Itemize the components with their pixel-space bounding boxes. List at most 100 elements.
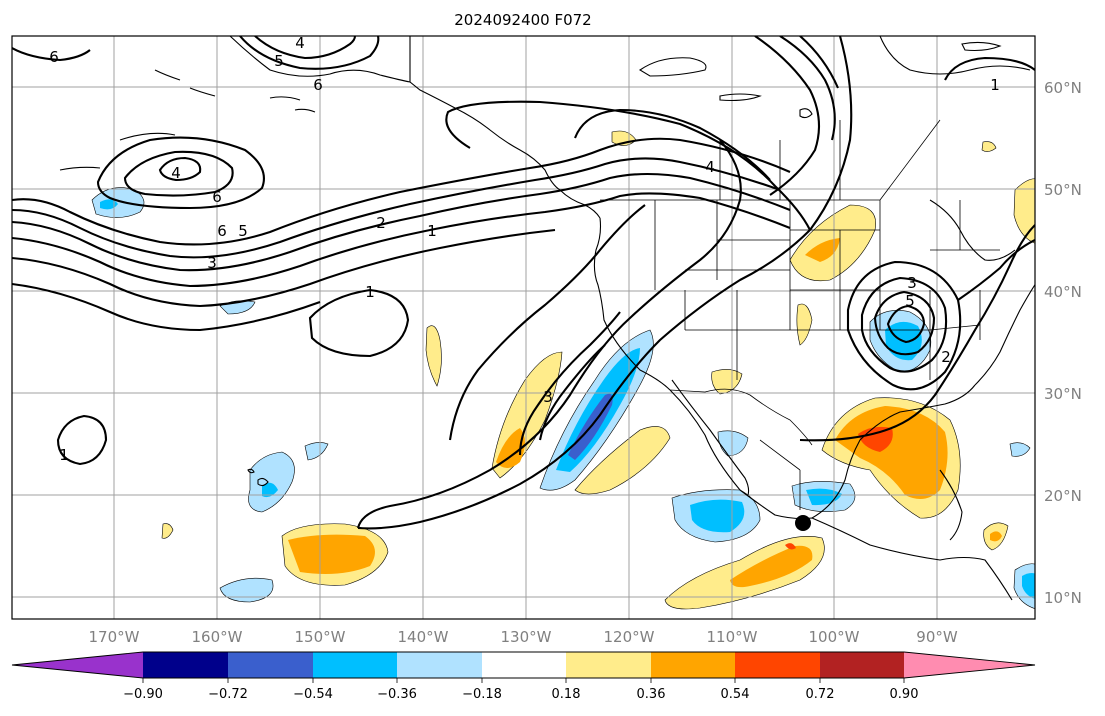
contour-trough-west xyxy=(356,139,742,529)
contour-ridge-bc xyxy=(445,100,811,231)
shade-yellow-small xyxy=(161,523,174,539)
map-background xyxy=(12,36,1035,619)
contour-label: 1 xyxy=(427,222,437,240)
shade-red-south-mexico xyxy=(785,543,796,550)
lat-label: 30°N xyxy=(1044,385,1082,403)
shade-lightblue-south xyxy=(219,577,274,603)
contour-cutoff-arc-3 xyxy=(538,344,606,441)
colorbar-bin xyxy=(143,652,228,678)
latitude-labels: 60°N 50°N 40°N 30°N 20°N 10°N xyxy=(1044,79,1082,607)
lat-label: 40°N xyxy=(1044,283,1082,301)
colorbar-under-triangle xyxy=(12,652,143,678)
canada-province-lines xyxy=(719,119,941,201)
shade-yellow-texas xyxy=(711,369,743,395)
aleutian-islands xyxy=(269,96,316,113)
lat-label: 60°N xyxy=(1044,79,1082,97)
contour-label: 1 xyxy=(365,283,375,301)
location-dot-marker xyxy=(795,515,811,531)
contour-band-1 xyxy=(12,137,791,246)
colorbar-bin xyxy=(313,652,397,678)
contour-northeast-2 xyxy=(779,36,836,141)
colorbar-bin xyxy=(397,652,482,678)
contour-label: 3 xyxy=(207,254,217,272)
shade-orange-rockies xyxy=(805,238,840,262)
contour-central-low-core xyxy=(886,304,926,344)
contour-band-4 xyxy=(12,192,791,288)
contour-hudson xyxy=(944,56,1035,81)
lat-label: 50°N xyxy=(1044,181,1082,199)
contour-label: 6 xyxy=(49,48,59,66)
small-island xyxy=(799,108,813,119)
arctic-island-3 xyxy=(961,41,1002,52)
contour-east-arc xyxy=(957,239,1035,301)
colorbar-tick-label: −0.54 xyxy=(293,687,333,702)
lon-label: 100°W xyxy=(809,628,860,646)
contour-label: 1 xyxy=(990,76,1000,94)
contour-nw-corner xyxy=(12,47,91,62)
shade-orange-south-mexico xyxy=(730,545,813,588)
map-content: 6 5 4 6 4 6 6 5 3 2 1 1 4 1 3 5 2 3 1 xyxy=(12,34,1035,619)
shade-yellow-thin-2 xyxy=(796,303,813,346)
contour-sw-cell xyxy=(56,414,108,466)
shade-orange-central-am xyxy=(990,531,1002,542)
contour-label: 1 xyxy=(59,446,69,464)
contour-cutoff-arc-2 xyxy=(518,311,621,456)
us-west-coast xyxy=(593,217,671,391)
shade-cyan-east-edge xyxy=(1022,573,1035,599)
contour-trough-east xyxy=(357,36,853,530)
contour-aleutian-low-inner xyxy=(158,156,202,182)
contour-north-low-1 xyxy=(239,36,380,70)
contour-band-3 xyxy=(12,172,791,272)
contour-label: 4 xyxy=(705,158,715,176)
lon-label: 110°W xyxy=(707,628,758,646)
colorbar-bin xyxy=(651,652,735,678)
contour-label: 3 xyxy=(543,388,553,406)
alaska-peninsula xyxy=(154,69,216,97)
colorbar-bin xyxy=(566,652,651,678)
shade-yellow-canada xyxy=(981,141,997,152)
contour-aleutian-low-mid xyxy=(123,150,234,197)
contour-band-5 xyxy=(12,228,556,308)
contour-label: 5 xyxy=(238,222,248,240)
great-lakes-area xyxy=(929,199,1016,261)
contour-northeast-3 xyxy=(799,36,839,89)
contour-central-low-outer xyxy=(846,260,962,391)
baja-peninsula xyxy=(671,379,750,496)
colorbar-bin xyxy=(482,652,566,678)
shade-blue-hawaii-core xyxy=(262,482,278,498)
contour-northeast-1 xyxy=(754,36,821,196)
lon-label: 90°W xyxy=(916,628,958,646)
contour-label: 4 xyxy=(295,34,305,52)
colorbar-bin xyxy=(228,652,313,678)
contour-central-low-inner xyxy=(873,290,936,356)
colorbar-tick-label: −0.72 xyxy=(208,687,248,702)
contour-label: 2 xyxy=(376,214,386,232)
colorbar-bin xyxy=(820,652,904,678)
arctic-island-1 xyxy=(638,57,707,77)
contour-label: 5 xyxy=(274,52,284,70)
contour-central-low-mid xyxy=(860,276,948,373)
longitude-labels: 170°W 160°W 150°W 140°W 130°W 120°W 110°… xyxy=(89,628,958,646)
shade-orange-west-ca xyxy=(496,428,525,468)
contour-labels: 6 5 4 6 4 6 6 5 3 2 1 1 4 1 3 5 2 3 1 xyxy=(49,34,1000,464)
shade-blue-sonora xyxy=(717,430,749,457)
gridlines xyxy=(12,36,1035,619)
aleutian-chain xyxy=(59,132,176,171)
hudson-area xyxy=(879,36,1031,75)
lat-label: 20°N xyxy=(1044,487,1082,505)
shade-orange-south xyxy=(288,534,375,574)
contour-label: 2 xyxy=(941,348,951,366)
contour-band-6 xyxy=(12,282,321,332)
colorbar-bin xyxy=(735,652,820,678)
colorbar-tick-label: 0.90 xyxy=(890,687,919,702)
colorbar-tick-label: −0.90 xyxy=(123,687,163,702)
gulf-coast xyxy=(811,384,976,519)
contour-label: 6 xyxy=(212,188,222,206)
contour-east-front xyxy=(799,224,1035,442)
us-state-lines xyxy=(654,200,881,380)
us-east-coast xyxy=(974,283,1035,386)
lon-label: 170°W xyxy=(89,628,140,646)
lon-label: 150°W xyxy=(295,628,346,646)
